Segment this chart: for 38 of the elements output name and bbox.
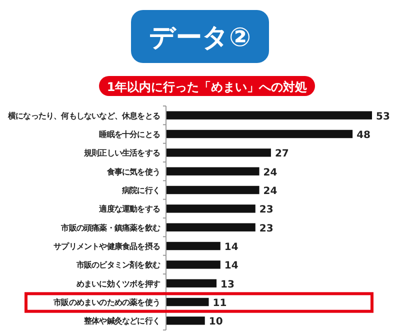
data-label: 48 — [356, 130, 371, 141]
data-label: 23 — [259, 223, 274, 234]
y-tick-label: 整体や鍼灸などに行く — [82, 316, 160, 326]
bar — [166, 223, 256, 232]
data-label: 14 — [224, 242, 238, 253]
y-tick-label: 横になったり、何もしないなど、休息をとる — [6, 111, 160, 120]
data-label: 10 — [208, 316, 223, 328]
y-tick-label: 睡眠を十分にとる — [99, 130, 160, 139]
y-tick-label: 適度な運動をする — [98, 204, 160, 214]
bar — [166, 204, 256, 213]
data-label: 24 — [263, 167, 278, 178]
chart-title: データ② — [148, 23, 252, 53]
y-tick-label: 市販のめまいのための薬を使う — [52, 297, 160, 307]
bar — [166, 260, 220, 269]
bar — [166, 111, 372, 120]
bar — [166, 130, 353, 138]
data-label: 11 — [212, 298, 227, 309]
data-label: 23 — [259, 204, 274, 216]
y-tick-label: 市販の頭痛薬・鎮痛薬を飲む — [60, 222, 160, 232]
data-label: 14 — [224, 260, 238, 272]
data-label: 13 — [220, 279, 234, 290]
y-tick-label: 食事に気を使う — [106, 167, 160, 176]
bar — [166, 298, 209, 306]
chart-subtitle: 1年以内に行った「めまい」への対処 — [106, 80, 308, 94]
y-tick-label: 病院に行く — [120, 186, 160, 195]
y-tick-label: サプリメントや健康食品を摂る — [54, 241, 160, 251]
bar — [166, 148, 271, 157]
y-tick-label: 市販のビタミン剤を飲む — [75, 260, 160, 270]
y-tick-label: めまいに効くツボを押す — [76, 279, 160, 288]
data-label: 24 — [263, 186, 278, 197]
bar — [166, 167, 260, 176]
y-tick-label: 規則正しい生活をする — [82, 148, 160, 158]
data-label: 53 — [376, 111, 390, 122]
bar — [166, 186, 260, 194]
bar — [166, 279, 217, 288]
data-label: 27 — [274, 148, 289, 160]
bar — [166, 242, 220, 250]
bar — [166, 316, 205, 325]
